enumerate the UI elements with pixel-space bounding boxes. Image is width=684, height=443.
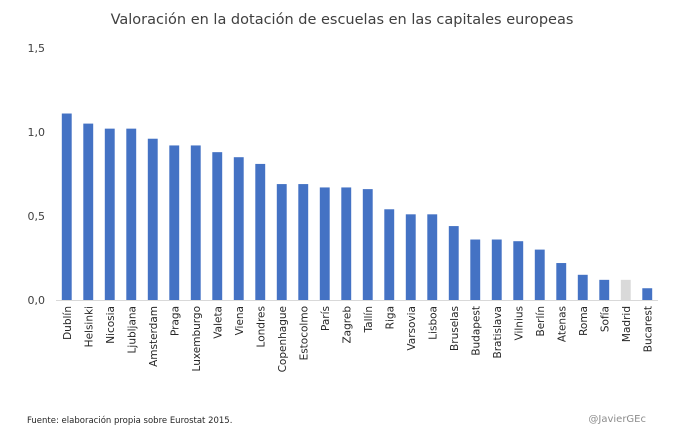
x-tick-label: Viena (234, 306, 246, 335)
bar-bratislava (491, 239, 502, 300)
bar-dublin (61, 113, 72, 301)
x-tick-label: Bruselas (449, 306, 461, 351)
x-tick-label: Zagreb (341, 306, 353, 344)
x-tick-label: Estocolmo (298, 306, 310, 360)
x-tick-label: Berlín (535, 306, 547, 336)
x-tick-label: Riga (384, 306, 396, 329)
bar-amsterdam (147, 138, 158, 300)
x-tick-label: Ljubljana (126, 306, 138, 353)
y-tick-label: 0,5 (28, 210, 46, 223)
bar-lisboa (427, 214, 438, 300)
bar-sofia (599, 279, 610, 300)
bar-bucarest (642, 288, 653, 300)
bar-valeta (212, 152, 223, 300)
bar-tallin (362, 189, 373, 300)
x-tick-label: Vilnius (513, 306, 525, 340)
x-tick-label: Lisboa (427, 306, 439, 340)
bar-bruselas (448, 226, 459, 300)
x-tick-label: Londres (255, 306, 267, 347)
x-tick-label: Varsovia (406, 306, 418, 351)
x-tick-label: Praga (169, 306, 181, 336)
bar-atenas (556, 263, 567, 300)
source-note: Fuente: elaboración propia sobre Eurosta… (27, 416, 233, 426)
x-tick-label: Roma (578, 306, 590, 336)
y-tick-label: 1,0 (28, 126, 46, 139)
y-tick-label: 1,5 (28, 42, 46, 55)
bar-estocolmo (298, 184, 309, 300)
x-tick-label: Atenas (556, 306, 568, 342)
y-axis: 0,0 0,5 1,0 1,5 (28, 42, 46, 307)
x-tick-label: Valeta (212, 306, 224, 339)
x-tick-label: Tallín (363, 306, 375, 334)
bar-roma (577, 274, 588, 300)
bar-viena (233, 157, 244, 300)
bar-londres (255, 163, 266, 300)
bar-praga (169, 145, 180, 300)
bar-zagreb (341, 187, 352, 300)
x-tick-label: Bucarest (642, 306, 654, 352)
y-tick-label: 0,0 (28, 294, 46, 307)
x-tick-label: Bratislava (492, 306, 504, 358)
x-tick-label: Amsterdam (148, 306, 160, 367)
chart-title: Valoración en la dotación de escuelas en… (111, 12, 574, 28)
x-tick-label: Helsinki (83, 306, 95, 347)
x-tick-label: Nicosia (105, 306, 117, 344)
bar-ljubljana (126, 128, 137, 300)
x-tick-label: Dublín (62, 306, 74, 340)
bars (61, 113, 653, 301)
author-credit: @JavierGEc (588, 414, 646, 425)
bar-varsovia (405, 214, 416, 300)
bar-helsinki (83, 123, 94, 300)
x-tick-label: Budapest (470, 306, 482, 356)
bar-budapest (470, 239, 481, 300)
x-tick-label: Copenhague (277, 306, 289, 372)
bar-vilnius (513, 241, 524, 300)
bar-madrid (620, 279, 631, 300)
bar-luxemburgo (190, 145, 201, 300)
bar-nicosia (104, 128, 115, 300)
x-axis-labels: Dublín Helsinki Nicosia Ljubljana Amsterdam P… (62, 306, 655, 373)
x-tick-label: Madrid (621, 306, 633, 342)
bar-copenhague (276, 184, 287, 300)
x-tick-label: Sofía (599, 306, 611, 332)
bar-paris (319, 187, 330, 300)
bar-berlin (534, 249, 545, 300)
bar-riga (384, 209, 395, 300)
x-tick-label: París (320, 306, 332, 331)
x-tick-label: Luxemburgo (191, 306, 203, 371)
